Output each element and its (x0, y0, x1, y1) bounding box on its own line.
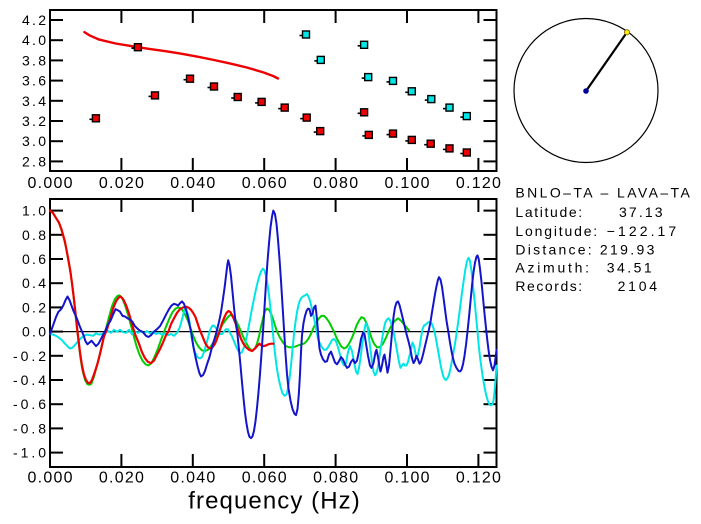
svg-text:0.020: 0.020 (99, 470, 144, 487)
svg-text:34.51: 34.51 (607, 260, 652, 276)
svg-text:219.93: 219.93 (600, 242, 655, 258)
svg-text:0.080: 0.080 (313, 470, 358, 487)
svg-text:0.080: 0.080 (313, 175, 358, 192)
svg-text:Azimuth:: Azimuth: (515, 260, 589, 276)
svg-text:0.120: 0.120 (456, 175, 501, 192)
svg-text:0.8: 0.8 (22, 227, 46, 243)
svg-text:frequency (Hz): frequency (Hz) (188, 488, 360, 515)
svg-text:0.040: 0.040 (170, 175, 215, 192)
svg-text:3.2: 3.2 (22, 113, 46, 129)
svg-text:4.0: 4.0 (22, 32, 46, 48)
svg-text:0.2: 0.2 (22, 299, 46, 315)
svg-text:0.040: 0.040 (170, 470, 215, 487)
svg-text:−122.17: −122.17 (607, 223, 677, 239)
svg-text:3.0: 3.0 (22, 133, 46, 149)
svg-text:0.100: 0.100 (385, 470, 430, 487)
svg-text:0.6: 0.6 (22, 251, 46, 267)
svg-text:0.020: 0.020 (99, 175, 144, 192)
svg-text:37.13: 37.13 (619, 204, 663, 220)
svg-text:Distance:: Distance: (515, 242, 591, 258)
svg-text:1.0: 1.0 (22, 203, 46, 219)
svg-text:3.4: 3.4 (22, 93, 46, 109)
svg-text:0.4: 0.4 (22, 275, 46, 291)
svg-text:4.2: 4.2 (22, 12, 46, 28)
svg-text:0.120: 0.120 (456, 470, 501, 487)
svg-text:0.0: 0.0 (22, 324, 46, 340)
svg-text:Records:: Records: (515, 278, 582, 294)
svg-text:0.060: 0.060 (242, 175, 287, 192)
svg-text:BNLO–TA – LAVA–TA: BNLO–TA – LAVA–TA (515, 185, 690, 201)
svg-text:Longitude:: Longitude: (515, 223, 597, 239)
svg-text:2.8: 2.8 (22, 153, 46, 169)
svg-text:0.100: 0.100 (385, 175, 430, 192)
svg-text:0.000: 0.000 (28, 470, 73, 487)
svg-text:0.060: 0.060 (242, 470, 287, 487)
svg-text:0.000: 0.000 (28, 175, 73, 192)
svg-text:3.6: 3.6 (22, 73, 46, 89)
svg-text:3.8: 3.8 (22, 52, 46, 68)
